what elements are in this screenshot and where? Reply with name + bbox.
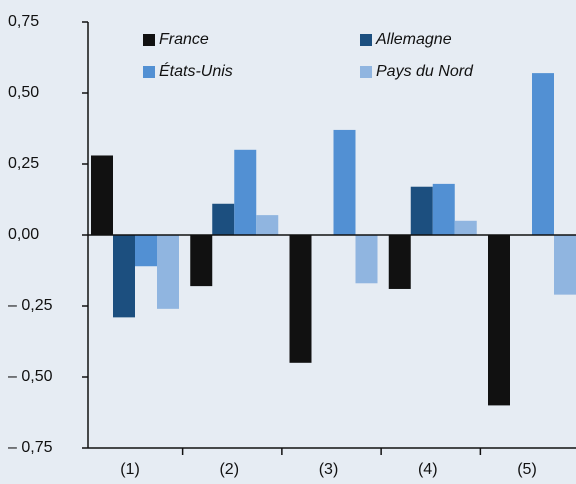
y-tick-label: – 0,25 [8,297,53,314]
bar [410,186,433,235]
bar [135,235,157,267]
bar [432,183,455,235]
bar [454,220,477,235]
x-tick-label: (3) [319,461,339,478]
bar [355,235,378,284]
x-tick-label: (4) [418,461,438,478]
bar [91,155,113,235]
legend-swatch [143,66,155,78]
bar [256,215,279,235]
x-tick-label: (5) [517,461,537,478]
bar [333,129,356,235]
y-tick-label: 0,75 [8,13,39,30]
legend-swatch [360,66,372,78]
legend-label: États-Unis [159,61,233,80]
bar [554,235,576,295]
y-tick-label: – 0,75 [8,439,53,456]
bar [234,149,257,235]
y-tick-label: 0,00 [8,226,39,243]
bar [532,73,554,236]
bar [190,235,213,287]
legend-label: Allemagne [375,31,452,48]
x-tick-label: (2) [219,461,239,478]
legend-swatch [360,34,372,46]
y-tick-label: – 0,50 [8,368,53,385]
bar [388,235,411,289]
y-tick-label: 0,25 [8,155,39,172]
bar [113,235,135,318]
legend-label: Pays du Nord [376,63,474,80]
bar [212,203,235,235]
x-tick-label: (1) [120,461,140,478]
bar [289,235,312,363]
legend-swatch [143,34,155,46]
legend-label: France [159,31,209,48]
bar [157,235,179,309]
y-tick-label: 0,50 [8,84,39,101]
bar [488,235,510,406]
